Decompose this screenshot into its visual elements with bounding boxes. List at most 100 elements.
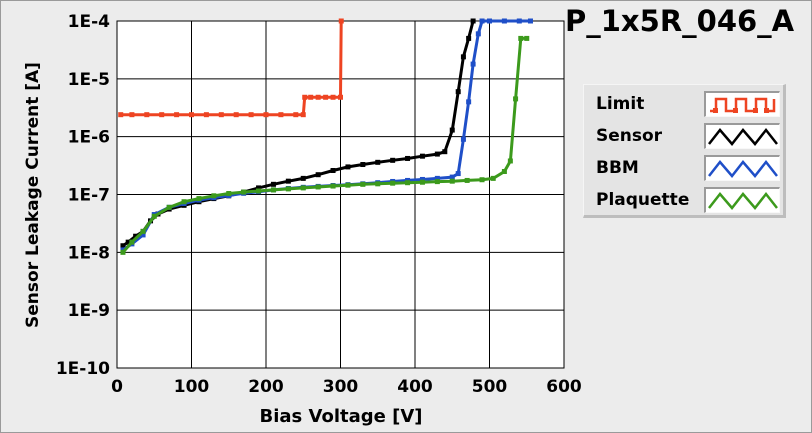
data-point: [256, 185, 262, 191]
data-point: [330, 168, 336, 174]
data-point: [285, 178, 291, 184]
legend-item-sensor[interactable]: Sensor: [584, 120, 783, 152]
data-point: [285, 186, 291, 192]
data-point: [315, 172, 321, 178]
data-point: [196, 196, 202, 202]
data-point: [211, 193, 217, 199]
data-point: [140, 228, 146, 234]
data-point: [419, 179, 425, 185]
legend-label: BBM: [596, 158, 639, 178]
data-point: [181, 199, 187, 205]
legend-label: Sensor: [596, 126, 663, 146]
data-point: [120, 243, 126, 249]
data-point: [442, 149, 448, 155]
data-point: [330, 94, 336, 100]
data-point: [390, 180, 396, 186]
data-point: [466, 99, 472, 105]
y-tick-label: 1E-7: [68, 186, 110, 206]
data-point: [449, 174, 455, 180]
data-point: [460, 136, 466, 142]
data-point: [419, 176, 425, 182]
data-point: [133, 233, 139, 239]
data-point: [278, 112, 284, 118]
data-point: [174, 112, 180, 118]
data-point: [518, 35, 524, 41]
y-tick-label: 1E-5: [68, 70, 110, 90]
data-point: [475, 31, 481, 37]
triangle-wave-icon: [708, 159, 778, 178]
data-point: [345, 182, 351, 188]
data-point: [501, 168, 507, 174]
data-point: [300, 112, 306, 118]
data-point: [479, 18, 485, 24]
data-point: [300, 175, 306, 181]
x-tick-label: 500: [472, 377, 508, 397]
data-point: [302, 94, 308, 100]
data-point: [449, 127, 455, 133]
data-point: [479, 177, 485, 183]
data-point: [315, 94, 321, 100]
legend-item-limit[interactable]: Limit: [584, 88, 783, 120]
y-tick-label: 1E-8: [68, 243, 110, 263]
triangle-wave-icon: [708, 191, 778, 210]
data-point: [405, 155, 411, 161]
data-point: [300, 185, 306, 191]
data-point: [375, 159, 381, 165]
data-point: [226, 191, 232, 197]
legend: Limit Sensor BBM Plaquette: [583, 84, 786, 218]
data-point: [308, 94, 314, 100]
legend-swatch-limit[interactable]: [704, 91, 780, 117]
data-point: [151, 213, 157, 219]
legend-swatch-plaquette[interactable]: [704, 187, 780, 213]
legend-item-plaquette[interactable]: Plaquette: [584, 184, 783, 216]
y-tick-label: 1E-6: [68, 128, 110, 148]
data-point: [120, 249, 126, 255]
legend-swatch-sensor[interactable]: [704, 123, 780, 149]
data-point: [490, 175, 496, 181]
x-tick-label: 300: [323, 377, 359, 397]
data-point: [405, 180, 411, 186]
data-point: [460, 54, 466, 60]
square-wave-icon: [710, 97, 776, 113]
data-point: [256, 188, 262, 194]
legend-item-bbm[interactable]: BBM: [584, 152, 783, 184]
data-point: [189, 112, 194, 118]
data-point: [129, 239, 135, 245]
data-point: [233, 112, 239, 118]
legend-label: Plaquette: [596, 190, 690, 210]
data-point: [434, 175, 440, 181]
data-point: [330, 183, 336, 189]
data-point: [455, 171, 461, 177]
data-point: [360, 162, 366, 168]
data-point: [360, 181, 366, 187]
data-point: [513, 96, 519, 102]
data-point: [263, 112, 269, 118]
y-tick-label: 1E-10: [56, 359, 110, 379]
data-point: [390, 157, 396, 163]
y-tick-label: 1E-9: [68, 301, 110, 321]
x-tick-label: 600: [546, 377, 582, 397]
data-point: [144, 112, 150, 118]
series-limit: [118, 18, 344, 118]
chart-title: P_1x5R_046_A: [565, 4, 795, 38]
data-point: [129, 112, 135, 118]
data-point: [466, 35, 472, 41]
data-point: [449, 178, 455, 184]
legend-label: Limit: [596, 94, 645, 114]
data-point: [218, 112, 224, 118]
data-point: [470, 61, 476, 67]
legend-swatch-bbm[interactable]: [704, 155, 780, 181]
y-axis-label: Sensor Leakage Current [A]: [23, 62, 43, 328]
data-point: [125, 239, 131, 245]
data-point: [323, 94, 329, 100]
data-point: [345, 164, 351, 170]
data-point: [434, 151, 440, 157]
data-point: [455, 89, 461, 95]
data-point: [464, 177, 470, 183]
data-point: [527, 18, 533, 24]
data-point: [166, 204, 172, 210]
triangle-wave-icon: [708, 127, 778, 146]
data-point: [375, 181, 381, 187]
x-axis-label: Bias Voltage [V]: [260, 406, 423, 427]
